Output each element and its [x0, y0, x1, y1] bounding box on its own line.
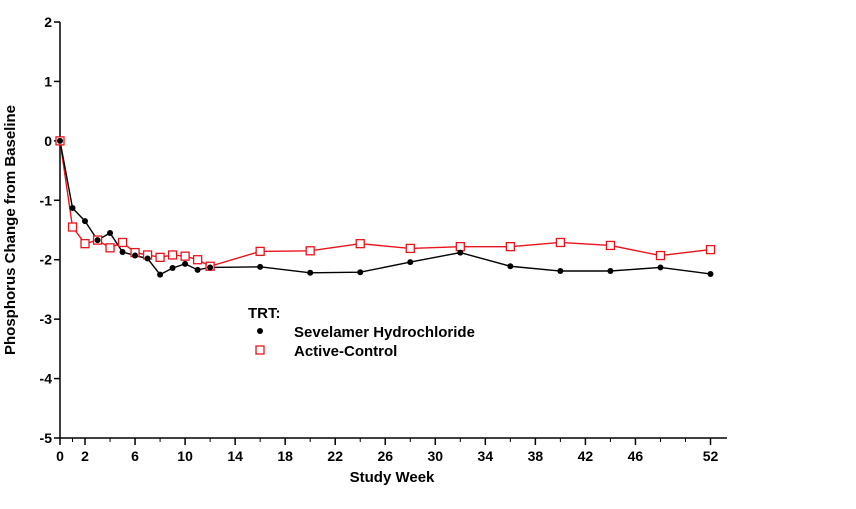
data-point-sevelamer [557, 268, 564, 275]
data-point-sevelamer [457, 249, 464, 256]
legend-title: TRT: [248, 305, 281, 322]
x-tick-label: 46 [628, 448, 644, 464]
data-point-active-control [105, 243, 115, 253]
data-point-active-control [555, 237, 566, 248]
x-tick-label: 18 [277, 448, 293, 464]
data-point-active-control [455, 241, 465, 252]
legend-label-active-control: Active-Control [294, 343, 397, 360]
x-tick-label: 34 [478, 448, 494, 464]
data-point-active-control [255, 246, 265, 257]
data-point-active-control [192, 255, 203, 265]
x-axis-label: Study Week [350, 469, 435, 486]
x-tick-label: 10 [177, 448, 193, 464]
data-point-active-control [705, 244, 716, 255]
data-point-sevelamer [169, 265, 176, 272]
x-tick-label: 30 [427, 448, 443, 464]
y-tick-label: -5 [40, 430, 53, 446]
data-point-sevelamer [207, 264, 214, 271]
data-point-sevelamer [257, 263, 264, 270]
y-tick-label: 1 [44, 73, 52, 89]
data-point-sevelamer [707, 270, 714, 277]
x-tick-label: 14 [227, 448, 243, 464]
data-point-active-control [305, 246, 315, 256]
data-point-sevelamer [194, 266, 201, 273]
data-point-sevelamer [119, 248, 126, 255]
data-point-sevelamer [657, 264, 664, 271]
x-ticks: 0 2 6 10 14 18 22 26 30 34 38 42 46 52 [56, 438, 718, 464]
y-axis-label: Phosphorus Change from Baseline [2, 105, 19, 355]
y-tick-label: -2 [40, 252, 53, 268]
data-point-sevelamer [57, 137, 63, 144]
data-point-active-control [405, 243, 415, 254]
data-point-sevelamer [507, 263, 514, 270]
data-point-active-control [655, 250, 666, 261]
y-tick-label: -1 [40, 192, 53, 208]
y-ticks: 2 1 0 -1 -2 -3 -4 -5 [40, 14, 60, 446]
legend-marker-active-control [255, 345, 265, 355]
x-tick-label: 6 [131, 448, 139, 464]
data-point-sevelamer [82, 218, 89, 225]
series-layer [55, 136, 716, 278]
data-point-sevelamer [182, 260, 189, 267]
y-tick-label: 0 [44, 133, 52, 149]
legend-marker-sevelamer [257, 328, 263, 334]
data-point-active-control [505, 241, 515, 252]
legend: TRT: Sevelamer Hydrochloride Active-Cont… [248, 305, 475, 360]
x-tick-label: 22 [327, 448, 343, 464]
data-point-sevelamer [607, 268, 614, 275]
x-tick-label: 42 [578, 448, 594, 464]
data-point-sevelamer [157, 271, 164, 278]
y-tick-label: -4 [40, 371, 53, 387]
x-tick-label: 52 [703, 448, 719, 464]
data-point-sevelamer [69, 205, 76, 212]
x-tick-label: 0 [56, 448, 64, 464]
data-point-sevelamer [107, 229, 114, 236]
data-point-active-control [80, 239, 90, 249]
data-point-sevelamer [357, 269, 364, 276]
x-tick-label: 2 [81, 448, 89, 464]
data-point-sevelamer [144, 255, 151, 262]
data-point-active-control [67, 222, 78, 232]
x-tick-label: 38 [528, 448, 544, 464]
legend-label-sevelamer: Sevelamer Hydrochloride [294, 324, 475, 341]
data-point-active-control [117, 237, 128, 248]
data-point-active-control [167, 250, 178, 260]
data-point-active-control [355, 239, 365, 249]
y-tick-label: -3 [40, 311, 53, 327]
data-point-active-control [155, 252, 165, 262]
data-point-sevelamer [307, 269, 314, 276]
axes [59, 22, 727, 439]
data-point-active-control [605, 240, 616, 251]
x-tick-label: 26 [377, 448, 393, 464]
data-point-sevelamer [407, 259, 414, 266]
y-tick-label: 2 [44, 14, 52, 30]
data-point-active-control [180, 251, 190, 261]
data-point-sevelamer [94, 237, 101, 244]
data-point-sevelamer [132, 252, 139, 259]
